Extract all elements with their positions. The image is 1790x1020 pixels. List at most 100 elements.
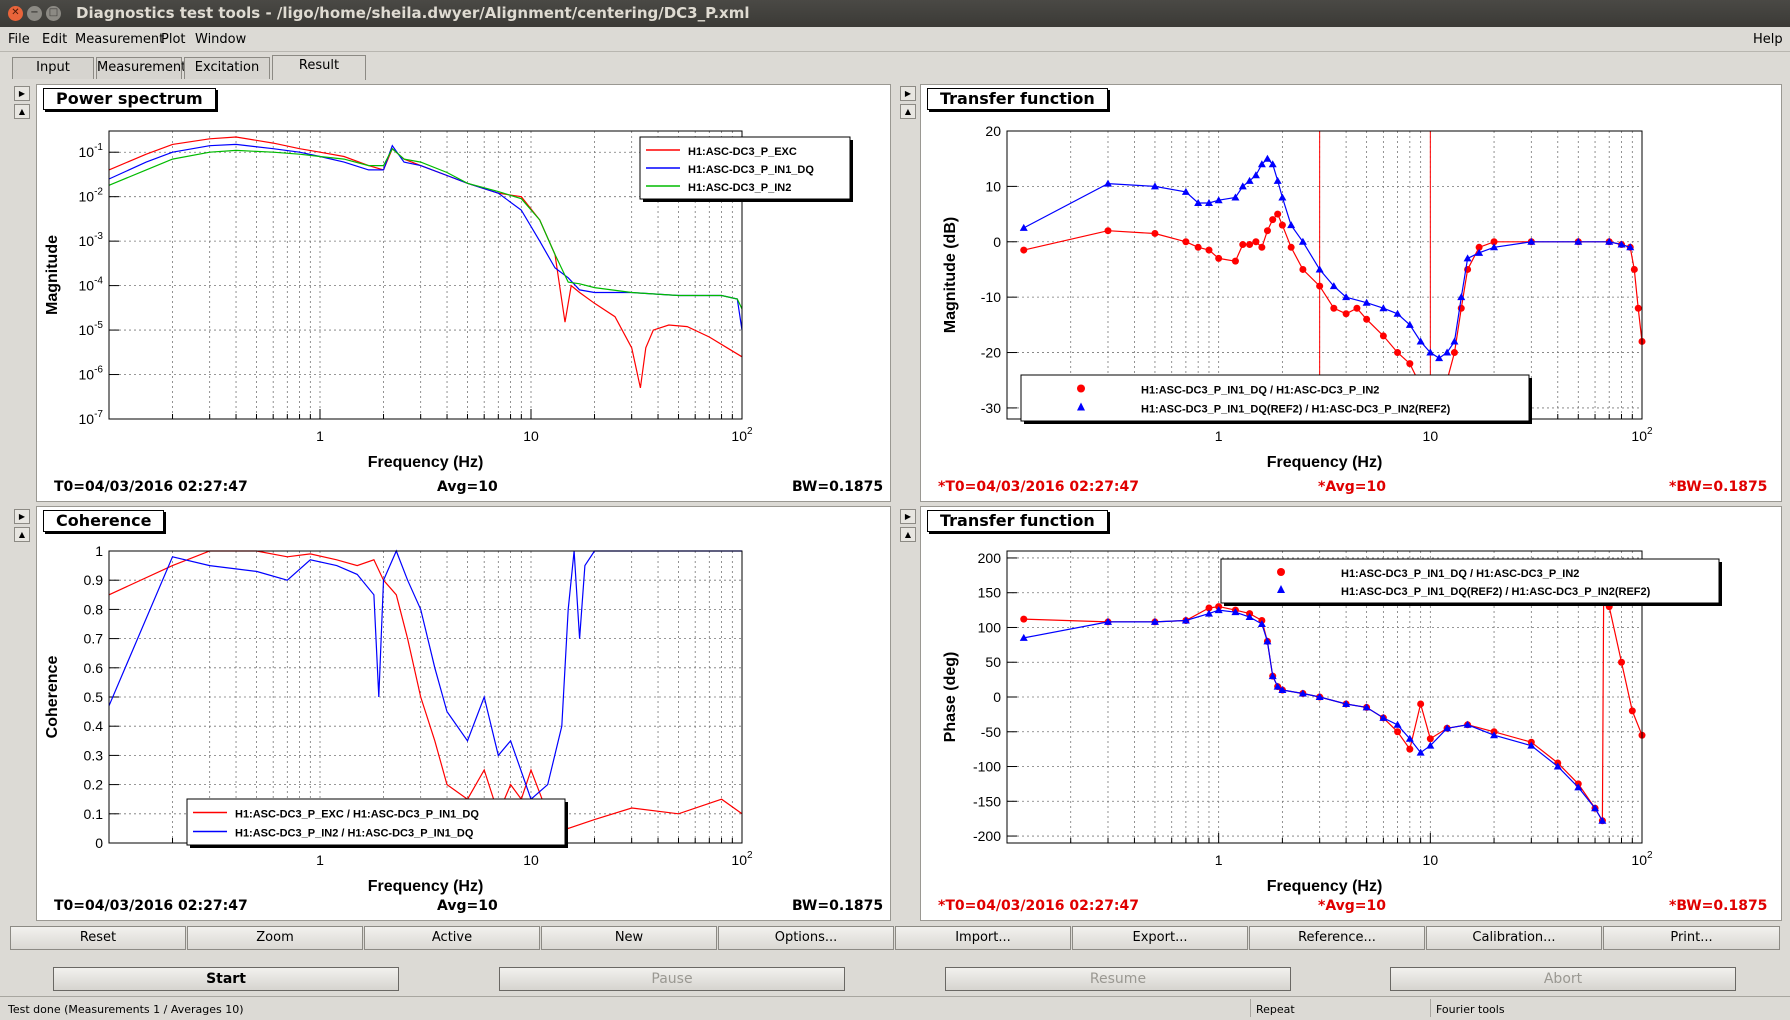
resume-button[interactable]: Resume: [945, 967, 1291, 991]
maximize-window-button[interactable]: □: [46, 6, 61, 21]
y-tick-label: 100: [978, 619, 1002, 635]
data-point: [1626, 243, 1635, 251]
y-axis-label: Coherence: [44, 656, 61, 739]
data-point: [1205, 246, 1213, 254]
minimize-window-button[interactable]: −: [27, 6, 42, 21]
bw-label: *BW=0.1875: [1669, 479, 1768, 495]
window-titlebar: ✕ − □ Diagnostics test tools - /ligo/home/…: [0, 0, 1790, 27]
expand-arrow-icon[interactable]: ▶: [900, 86, 916, 101]
export-button[interactable]: Export...: [1072, 926, 1248, 950]
coherence-chart[interactable]: 0 0.1 0.2 0.3 0.4 0.5 0.6 0.7 0.8 0.9 1 1 10 102 Frequ…: [37, 507, 892, 922]
data-point: [1605, 237, 1614, 245]
start-button[interactable]: Start: [53, 967, 399, 991]
expand-arrow-icon[interactable]: ▶: [14, 86, 30, 101]
calibration-button[interactable]: Calibration...: [1426, 926, 1602, 950]
data-point: [1362, 703, 1371, 711]
data-point: [1435, 354, 1444, 362]
legend-label: H1:ASC-DC3_P_IN1_DQ: [688, 164, 814, 176]
y-tick-label: 0: [95, 835, 103, 851]
data-point: [1257, 620, 1266, 627]
collapse-arrow-icon[interactable]: ▲: [900, 527, 916, 542]
expand-arrow-icon[interactable]: ▶: [900, 509, 916, 524]
zoom-button[interactable]: Zoom: [187, 926, 363, 950]
avg-label: *Avg=10: [1318, 898, 1387, 914]
data-point: [1490, 243, 1499, 251]
series-line: [108, 549, 742, 801]
reset-button[interactable]: Reset: [10, 926, 186, 950]
data-point: [1020, 615, 1028, 623]
menu-window[interactable]: Window: [195, 32, 247, 47]
data-point: [1298, 237, 1307, 245]
x-tick-label: 1: [316, 428, 324, 444]
menu-file[interactable]: File: [8, 32, 30, 47]
status-bar: Test done (Measurements 1 / Averages 10)…: [0, 996, 1790, 1020]
abort-button[interactable]: Abort: [1390, 967, 1736, 991]
avg-label: *Avg=10: [1318, 479, 1387, 495]
collapse-arrow-icon[interactable]: ▲: [14, 527, 30, 542]
menu-bar: File Edit Measurement Plot Window Help: [0, 28, 1790, 52]
data-point: [1490, 731, 1499, 739]
legend-box: [186, 798, 566, 846]
menu-measurement[interactable]: Measurement: [75, 32, 165, 47]
legend-label: H1:ASC-DC3_P_EXC / H1:ASC-DC3_P_IN1_DQ: [235, 809, 479, 821]
y-axis-label: Phase (deg): [942, 652, 959, 743]
data-point: [1553, 762, 1562, 770]
collapse-arrow-icon[interactable]: ▲: [900, 104, 916, 119]
print-button[interactable]: Print...: [1603, 926, 1780, 950]
power-spectrum-chart[interactable]: 10-7 10-6 10-5 10-4 10-3 10-2 10-1 1 10 102 Freque…: [37, 85, 892, 503]
data-point: [1194, 199, 1203, 206]
options-button[interactable]: Options...: [718, 926, 894, 950]
y-tick-label: 10: [985, 178, 1001, 194]
data-point: [1417, 700, 1425, 708]
y-tick-label: -20: [981, 345, 1001, 361]
y-tick-label: 10-4: [79, 276, 104, 294]
data-point: [1634, 304, 1642, 312]
plot-toolbar: Reset Zoom Active New Options... Import.…: [10, 926, 1780, 950]
transfer-function-phase-chart[interactable]: 200 150 100 50 0 -50 -100 -150 -200 1 10 102 Frequen…: [921, 507, 1783, 922]
menu-edit[interactable]: Edit: [42, 32, 68, 47]
tab-measurement[interactable]: Measurement: [96, 57, 186, 79]
data-point: [1214, 196, 1223, 204]
collapse-arrow-icon[interactable]: ▲: [14, 104, 30, 119]
new-button[interactable]: New: [541, 926, 717, 950]
transfer-function-magnitude-chart[interactable]: 20 10 0 -10 -20 -30 1 10 102 Frequency (Hz) Magnit…: [921, 85, 1783, 503]
data-point: [1151, 229, 1159, 237]
menu-plot[interactable]: Plot: [161, 32, 186, 47]
tab-excitation[interactable]: Excitation: [184, 57, 270, 79]
data-point: [1490, 238, 1498, 246]
series-line: [108, 147, 743, 310]
menu-help[interactable]: Help: [1753, 32, 1783, 47]
data-point: [1598, 816, 1607, 824]
y-axis-label: Magnitude (dB): [942, 217, 959, 333]
active-button[interactable]: Active: [364, 926, 540, 950]
data-point: [1298, 689, 1307, 697]
data-point: [1363, 315, 1371, 323]
transfer-function-phase-panel: 200 150 100 50 0 -50 -100 -150 -200 1 10 102 Frequen…: [920, 506, 1782, 921]
y-tick-label: 0.7: [84, 631, 104, 647]
close-window-button[interactable]: ✕: [8, 6, 23, 21]
data-point: [1204, 199, 1213, 206]
legend-marker: [1077, 402, 1085, 411]
y-tick-label: 0.5: [84, 689, 104, 705]
data-point: [1379, 713, 1388, 721]
tab-input[interactable]: Input: [12, 57, 94, 79]
reference-button[interactable]: Reference...: [1249, 926, 1425, 950]
t0-label: T0=04/03/2016 02:27:47: [54, 479, 248, 495]
x-tick-label: 10: [523, 428, 539, 444]
data-point: [1214, 606, 1223, 614]
data-point: [1315, 265, 1324, 273]
expand-arrow-icon[interactable]: ▶: [14, 509, 30, 524]
data-point: [1238, 182, 1247, 190]
data-point: [1019, 223, 1028, 231]
legend-marker: [1277, 585, 1285, 593]
bw-label: BW=0.1875: [792, 898, 884, 914]
legend-marker: [1077, 384, 1085, 393]
pause-button[interactable]: Pause: [499, 967, 845, 991]
series-line: [1023, 157, 1631, 359]
import-button[interactable]: Import...: [895, 926, 1071, 950]
tab-result[interactable]: Result: [272, 55, 366, 80]
legend-box: [1020, 374, 1530, 422]
x-tick-label: 1: [1215, 428, 1223, 444]
legend-label: H1:ASC-DC3_P_EXC: [688, 146, 797, 158]
y-tick-label: 0: [993, 689, 1001, 705]
